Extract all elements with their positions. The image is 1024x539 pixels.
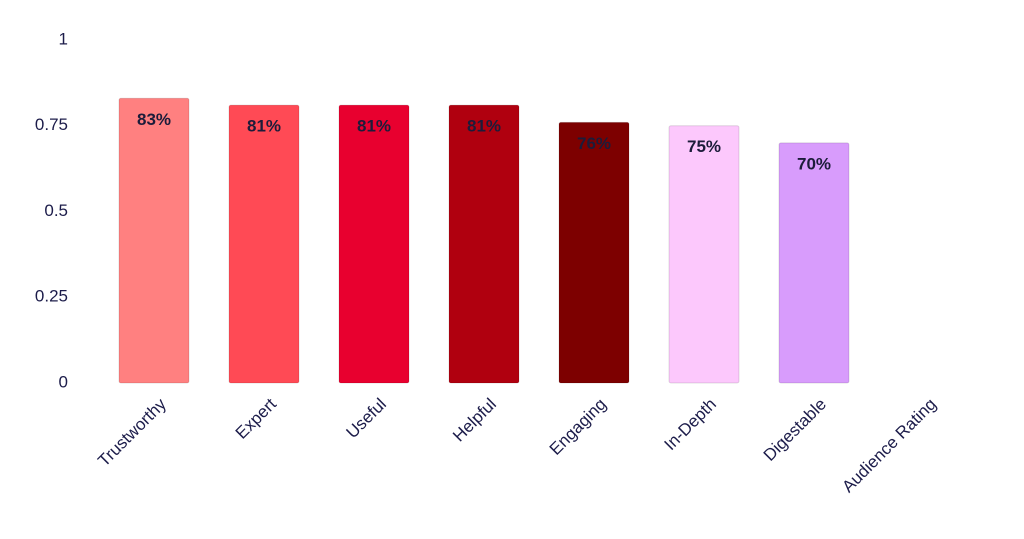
y-tick-label: 1 — [59, 29, 68, 48]
value-label: 76% — [577, 134, 611, 153]
value-label: 81% — [247, 117, 281, 136]
x-tick-label: Digestable — [760, 395, 830, 465]
x-tick-label: Trustworthy — [94, 394, 170, 470]
bar — [118, 97, 190, 384]
x-tick-label: Audience Rating — [838, 395, 940, 497]
y-tick-label: 0.5 — [44, 201, 68, 220]
x-tick-label: In-Depth — [660, 395, 720, 455]
value-label: 83% — [137, 110, 171, 129]
value-label: 81% — [357, 117, 391, 136]
value-label: 81% — [467, 117, 501, 136]
bar — [228, 104, 300, 384]
value-label: 75% — [687, 137, 721, 156]
bar — [338, 104, 410, 384]
bar — [668, 125, 740, 384]
bar — [558, 121, 630, 384]
x-tick-label: Useful — [342, 395, 390, 443]
bar — [448, 104, 520, 384]
x-tick-label: Expert — [232, 394, 280, 442]
y-tick-label: 0.25 — [35, 287, 68, 306]
value-label: 70% — [797, 154, 831, 173]
bar — [778, 142, 850, 384]
y-tick-label: 0.75 — [35, 115, 68, 134]
x-tick-label: Engaging — [546, 395, 610, 459]
y-tick-label: 0 — [59, 372, 68, 391]
x-tick-label: Helpful — [449, 395, 500, 446]
